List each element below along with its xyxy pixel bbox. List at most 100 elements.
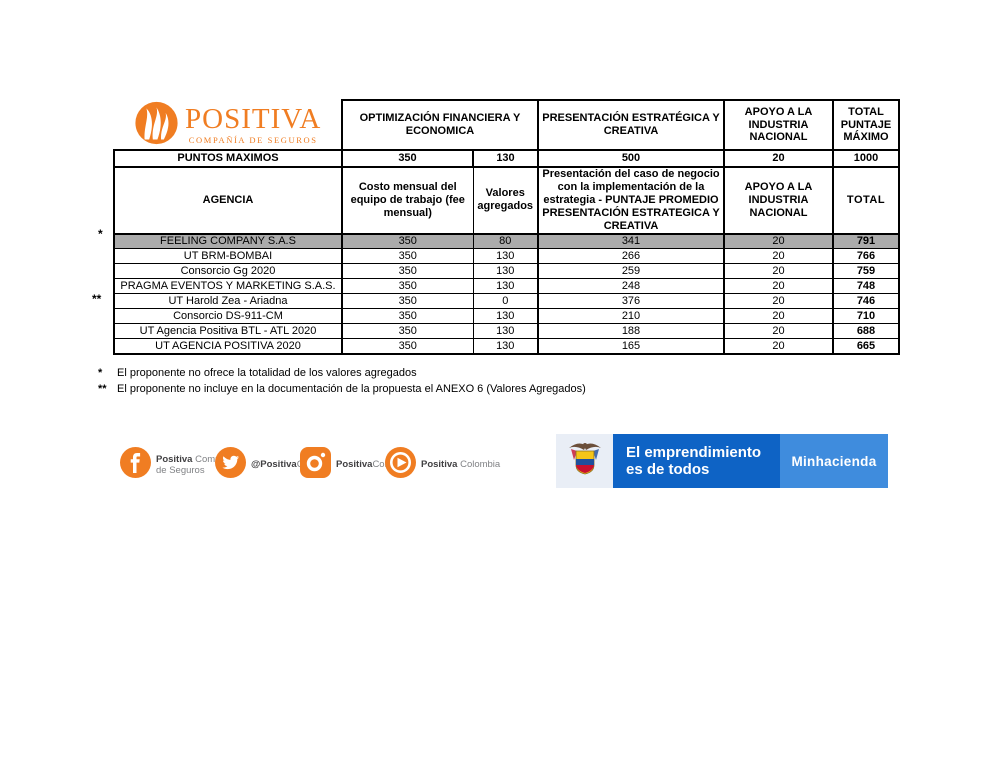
- cell-apoyo: 20: [724, 308, 834, 325]
- social-handle-bold: @Positiva: [251, 459, 297, 471]
- cell-total: 710: [833, 308, 900, 325]
- facebook-icon: [120, 447, 151, 483]
- cell-total: 688: [833, 323, 900, 340]
- cell-apoyo: 20: [724, 248, 834, 265]
- cell-presentacion: 376: [538, 293, 725, 310]
- header-agencia: AGENCIA: [113, 165, 343, 235]
- cell-valores: 130: [473, 338, 539, 355]
- cell-presentacion: 165: [538, 338, 725, 355]
- table-row: FEELING COMPANY S.A.S 350 80 341 20 791: [113, 233, 900, 250]
- max-points-row: PUNTOS MAXIMOS 350 130 500 20 1000: [113, 148, 900, 168]
- cell-presentacion: 248: [538, 278, 725, 295]
- cell-costo: 350: [342, 323, 474, 340]
- cell-total: 791: [833, 233, 900, 250]
- cell-apoyo: 20: [724, 338, 834, 355]
- cell-valores: 0: [473, 293, 539, 310]
- footnote-text: El proponente no incluye en la documenta…: [117, 383, 586, 395]
- cell-total: 766: [833, 248, 900, 265]
- max-points-presentacion: 500: [537, 148, 725, 168]
- footnote-text: El proponente no ofrece la totalidad de …: [117, 367, 417, 379]
- logo-cell: POSITIVA COMPAÑÍA DE SEGUROS: [114, 100, 342, 150]
- header-presentacion: Presentación del caso de negocio con la …: [538, 165, 725, 235]
- cell-apoyo: 20: [724, 293, 834, 310]
- banner-tagline: El emprendimiento es de todos: [613, 434, 780, 488]
- max-points-valores: 130: [472, 148, 539, 168]
- table-row: PRAGMA EVENTOS Y MARKETING S.A.S. 350 13…: [113, 278, 900, 295]
- instagram-icon: [300, 447, 331, 483]
- positiva-logo: POSITIVA COMPAÑÍA DE SEGUROS: [117, 100, 338, 149]
- table-row: UT Agencia Positiva BTL - ATL 2020 350 1…: [113, 323, 900, 340]
- cell-costo: 350: [342, 278, 474, 295]
- cell-valores: 80: [473, 233, 539, 250]
- row-footnote-marker: *: [98, 227, 103, 241]
- cell-presentacion: 341: [538, 233, 725, 250]
- table-row: Consorcio DS-911-CM 350 130 210 20 710: [113, 308, 900, 325]
- cell-costo: 350: [342, 293, 474, 310]
- table-row: UT Harold Zea - Ariadna 350 0 376 20 746: [113, 293, 900, 310]
- column-header-row: AGENCIA Costo mensual del equipo de trab…: [113, 165, 900, 235]
- cell-presentacion: 259: [538, 263, 725, 280]
- cell-valores: 130: [473, 278, 539, 295]
- header-costo: Costo mensual del equipo de trabajo (fee…: [342, 165, 474, 235]
- social-links: Positiva Compañía de Seguros @PositivaCo…: [120, 447, 500, 483]
- cell-costo: 350: [342, 248, 474, 265]
- footnote-line: ** El proponente no incluye en la docume…: [98, 383, 586, 396]
- banner-tagline-line1: El emprendimiento: [626, 443, 762, 461]
- cell-agencia: UT AGENCIA POSITIVA 2020: [113, 338, 343, 355]
- footnote-marker: **: [98, 383, 107, 395]
- max-points-label: PUNTOS MAXIMOS: [113, 148, 343, 168]
- positiva-swirl-icon: [133, 101, 180, 149]
- header-total: TOTAL: [833, 165, 900, 235]
- group-header-optimizacion: OPTIMIZACIÓN FINANCIERA Y ECONOMICA: [341, 99, 539, 151]
- youtube-icon: [385, 447, 416, 483]
- cell-apoyo: 20: [724, 263, 834, 280]
- banner-tagline-line2: es de todos: [626, 461, 710, 478]
- social-instagram: PositivaCol: [300, 447, 387, 483]
- footnote-marker: *: [98, 367, 103, 379]
- logo-brand-text: POSITIVA: [185, 103, 322, 135]
- cell-agencia: Consorcio Gg 2020: [113, 263, 343, 280]
- header-apoyo: APOYO A LA INDUSTRIA NACIONAL: [724, 165, 834, 235]
- footnote-line: * El proponente no ofrece la totalidad d…: [98, 367, 586, 380]
- group-header-apoyo: APOYO A LA INDUSTRIA NACIONAL: [723, 99, 834, 151]
- cell-costo: 350: [342, 308, 474, 325]
- cell-presentacion: 266: [538, 248, 725, 265]
- cell-costo: 350: [342, 338, 474, 355]
- social-handle-bold: Positiva: [156, 453, 193, 465]
- max-points-costo: 350: [341, 148, 474, 168]
- group-header-row: POSITIVA COMPAÑÍA DE SEGUROS OPTIMIZACIÓ…: [114, 99, 900, 151]
- table-row: Consorcio Gg 2020 350 130 259 20 759: [113, 263, 900, 280]
- cell-costo: 350: [342, 233, 474, 250]
- cell-apoyo: 20: [724, 233, 834, 250]
- cell-total: 665: [833, 338, 900, 355]
- row-footnote-marker: **: [92, 292, 102, 306]
- footnotes: * El proponente no ofrece la totalidad d…: [98, 367, 586, 399]
- score-table: POSITIVA COMPAÑÍA DE SEGUROS OPTIMIZACIÓ…: [113, 99, 900, 355]
- cell-agencia: FEELING COMPANY S.A.S: [113, 233, 343, 250]
- social-handle-bold: Positiva: [421, 459, 458, 471]
- social-handle-bold: Positiva: [336, 459, 373, 471]
- social-facebook: Positiva Compañía de Seguros: [120, 447, 239, 483]
- logo-subtitle-text: COMPAÑÍA DE SEGUROS: [188, 135, 318, 145]
- table-row: UT AGENCIA POSITIVA 2020 350 130 165 20 …: [113, 338, 900, 355]
- cell-apoyo: 20: [724, 278, 834, 295]
- cell-agencia: UT Harold Zea - Ariadna: [113, 293, 343, 310]
- cell-presentacion: 210: [538, 308, 725, 325]
- colombia-coat-of-arms: [556, 434, 613, 488]
- twitter-icon: [215, 447, 246, 483]
- table-row: UT BRM-BOMBAI 350 130 266 20 766: [113, 248, 900, 265]
- cell-total: 746: [833, 293, 900, 310]
- cell-valores: 130: [473, 323, 539, 340]
- social-handle-line2: de Seguros: [156, 465, 205, 476]
- banner-ministry-label: Minhacienda: [780, 434, 888, 488]
- max-points-apoyo: 20: [723, 148, 834, 168]
- cell-valores: 130: [473, 263, 539, 280]
- max-points-total: 1000: [832, 148, 900, 168]
- social-twitter: @PositivaCol: [215, 447, 311, 483]
- social-youtube: Positiva Colombia: [385, 447, 500, 483]
- header-valores: Valores agregados: [473, 165, 539, 235]
- cell-valores: 130: [473, 248, 539, 265]
- cell-agencia: UT Agencia Positiva BTL - ATL 2020: [113, 323, 343, 340]
- cell-apoyo: 20: [724, 323, 834, 340]
